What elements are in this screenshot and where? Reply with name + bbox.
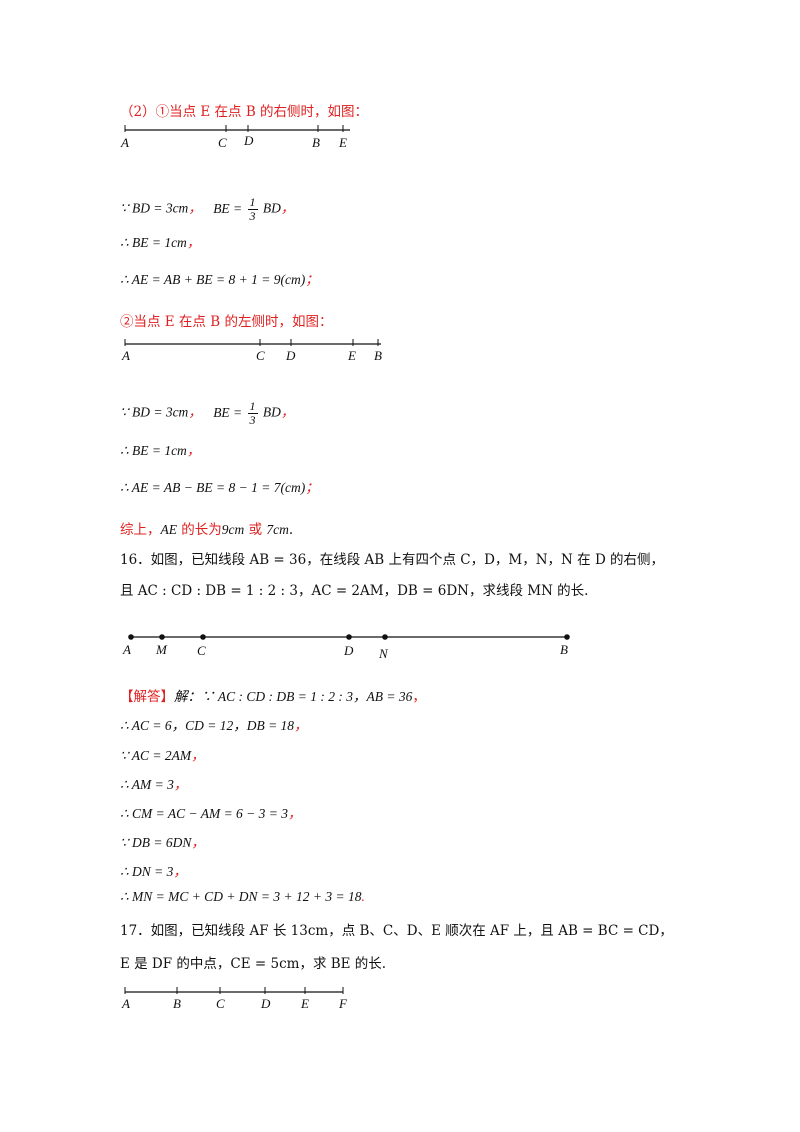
label-a: A: [120, 135, 129, 150]
conclusion: 综上，AE 的长为9cm 或 7cm.: [120, 522, 294, 538]
label-e: E: [300, 996, 309, 1011]
label-f: F: [338, 996, 348, 1011]
label-a: A: [121, 996, 130, 1011]
q16-line2: 且 AC : CD : DB = 1 : 2 : 3，AC = 2AM，DB =…: [120, 583, 589, 599]
label-d: D: [343, 643, 354, 658]
point-b: [564, 634, 570, 640]
point-c: [200, 634, 206, 640]
sol16-line2: ∵ AC = 2AM，: [120, 748, 205, 763]
label-c: C: [216, 996, 225, 1011]
point-a: [128, 634, 134, 640]
sol16-line3: ∴ AM = 3，: [120, 777, 188, 792]
s1-line3: ∴ AE = AB + BE = 8 + 1 = 9(cm)；: [120, 272, 319, 287]
label-c: C: [197, 643, 206, 658]
point-m: [159, 634, 165, 640]
label-a: A: [122, 642, 131, 657]
sol16-line7: ∴ MN = MC + CD + DN = 3 + 12 + 3 = 18.: [120, 889, 365, 904]
figure-4: A B C D E F: [121, 987, 348, 1011]
label-m: M: [155, 642, 168, 657]
sol16-line1: ∴ AC = 6，CD = 12，DB = 18，: [120, 718, 308, 733]
label-b: B: [312, 135, 320, 150]
label-d: D: [285, 348, 296, 363]
point-d: [346, 634, 352, 640]
label-e: E: [338, 135, 347, 150]
label-d: D: [243, 133, 254, 148]
label-c: C: [218, 135, 227, 150]
label-b: B: [560, 642, 568, 657]
sol16-line6: ∴ DN = 3，: [120, 864, 187, 879]
figure-2: A C D E B: [121, 339, 382, 363]
point-n: [382, 634, 388, 640]
s2-line2: ∴ BE = 1cm，: [120, 443, 201, 458]
label-b: B: [374, 348, 382, 363]
label-b: B: [173, 996, 181, 1011]
case1-header: （2）①当点 E 在点 B 的右侧时，如图：: [120, 104, 369, 120]
sol16-line0: 【解答】解：∵ AC : CD : DB = 1 : 2 : 3，AB = 36…: [120, 689, 426, 705]
q17-line2: E 是 DF 的中点，CE = 5cm，求 BE 的长.: [120, 956, 387, 972]
label-c: C: [256, 348, 265, 363]
label-a: A: [121, 348, 130, 363]
label-d: D: [260, 996, 271, 1011]
q17-line1: 17．如图，已知线段 AF 长 13cm，点 B、C、D、E 顺次在 AF 上，…: [120, 923, 673, 939]
figure-1: A C D B E: [120, 125, 350, 150]
sol16-line4: ∴ CM = AC − AM = 6 − 3 = 3，: [120, 806, 302, 821]
case2-header: ②当点 E 在点 B 的左侧时，如图：: [120, 314, 333, 330]
s1-line2: ∴ BE = 1cm，: [120, 235, 201, 250]
figure-3: A M C D N B: [122, 634, 570, 661]
sol16-line5: ∵ DB = 6DN，: [120, 835, 205, 850]
q16-line1: 16．如图，已知线段 AB = 36，在线段 AB 上有四个点 C，D，M，N，…: [120, 552, 665, 568]
s2-line3: ∴ AE = AB − BE = 8 − 1 = 7(cm)；: [120, 480, 319, 495]
label-n: N: [378, 646, 389, 661]
label-e: E: [347, 348, 356, 363]
